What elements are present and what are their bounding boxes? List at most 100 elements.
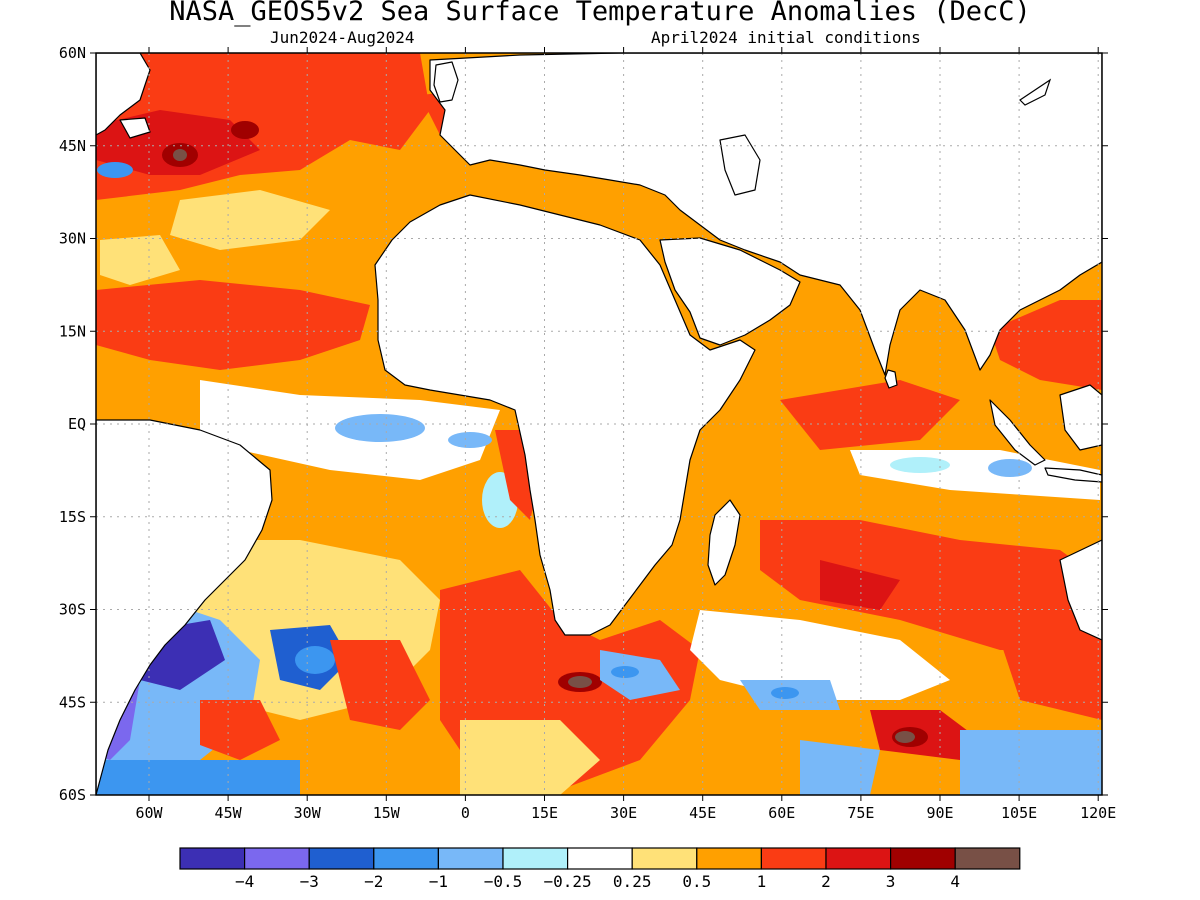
field-s-indian-hot xyxy=(820,560,900,610)
lon-label: 120E xyxy=(1080,804,1116,822)
lon-label: 45E xyxy=(689,804,716,822)
colorbar-tick-label: −1 xyxy=(429,872,448,891)
colorbar-swatch xyxy=(244,847,310,870)
colorbar-tick-label: 3 xyxy=(886,872,896,891)
colorbar-swatch xyxy=(502,847,569,870)
field-s-atlantic-south-cool xyxy=(96,760,300,795)
lon-label: 60E xyxy=(768,804,795,822)
lon-label: 60W xyxy=(135,804,163,822)
field-n-atlantic-pale xyxy=(170,190,330,250)
field-agulhas-extreme xyxy=(568,676,592,688)
anomaly-field xyxy=(96,53,1102,795)
colorbar-swatch xyxy=(889,847,956,870)
lon-label: 30E xyxy=(610,804,637,822)
colorbar-tick-label: 2 xyxy=(821,872,831,891)
colorbar-tick-label: 0.25 xyxy=(613,872,652,891)
colorbar-swatch xyxy=(631,847,698,870)
land-australia xyxy=(1059,539,1102,641)
latitude-labels: 60N 45N 30N 15N EQ 15S 30S 45S 60S xyxy=(59,44,86,804)
lat-label: 30N xyxy=(59,230,86,248)
lat-label: 15N xyxy=(59,322,86,340)
lat-label: 60N xyxy=(59,44,86,62)
field-n-atlantic-core xyxy=(231,121,259,139)
land-south-america xyxy=(96,419,273,795)
lon-label: 15E xyxy=(531,804,558,822)
colorbar-swatch xyxy=(373,847,439,870)
colorbar-swatch xyxy=(696,847,762,870)
field-gulf-guinea-cool xyxy=(448,432,492,448)
colorbar-tick-label: −2 xyxy=(364,872,383,891)
field-sumatra-cool xyxy=(988,459,1032,477)
colorbar-swatch xyxy=(437,847,504,870)
lon-label: 30W xyxy=(294,804,322,822)
land-madagascar xyxy=(707,499,741,586)
longitude-labels: 60W 45W 30W 15W 0 15E 30E 45E 60E 75E 90E 105E 120E xyxy=(135,804,1116,822)
lon-label: 15W xyxy=(373,804,401,822)
field-w-atlantic-pale xyxy=(100,235,180,285)
colorbar-tick-label: 1 xyxy=(757,872,767,891)
land-caspian xyxy=(719,134,761,196)
field-s-ocean-pale xyxy=(460,720,600,795)
land-uk xyxy=(433,61,459,103)
field-s-indian-extreme xyxy=(895,731,915,743)
field-nw-cold-patch xyxy=(97,162,133,178)
colorbar-tick-label: −0.5 xyxy=(484,872,523,891)
field-eq-atlantic-cool xyxy=(335,414,425,442)
lat-label: EQ xyxy=(68,415,86,433)
colorbar xyxy=(179,847,1021,870)
field-bay-bengal-warm xyxy=(990,300,1102,390)
lat-label: 30S xyxy=(59,601,86,619)
colorbar-tick-label: −4 xyxy=(235,872,254,891)
field-s-atlantic-warm-1 xyxy=(330,640,430,730)
field-eq-indian-cool xyxy=(890,457,950,473)
colorbar-swatch xyxy=(825,847,892,870)
land-eurasia xyxy=(429,53,1102,376)
colorbar-swatch xyxy=(566,847,633,870)
field-sw-australia-warm xyxy=(1000,640,1102,720)
lat-label: 45S xyxy=(59,693,86,711)
land-north-america xyxy=(96,53,151,136)
colorbar-labels: −4 −3 −2 −1 −0.5 −0.25 0.25 0.5 1 2 3 4 xyxy=(235,872,960,891)
field-s-ocean-mid-cool xyxy=(800,740,880,795)
colorbar-swatch xyxy=(954,847,1021,870)
land-siberian-island xyxy=(1019,78,1052,106)
colorbar-swatch xyxy=(179,847,246,870)
land-masses xyxy=(96,53,1102,795)
initial-conditions-label: April2024 initial conditions xyxy=(651,28,921,47)
field-c-indian-warm xyxy=(780,380,960,450)
land-arabia xyxy=(659,237,801,346)
lat-label: 15S xyxy=(59,508,86,526)
period-label: Jun2024-Aug2024 xyxy=(270,28,415,47)
lat-label: 45N xyxy=(59,137,86,155)
field-trop-n-atlantic-warm xyxy=(96,280,370,370)
land-java xyxy=(1044,467,1102,483)
colorbar-swatch xyxy=(760,847,827,870)
colorbar-tick-label: −0.25 xyxy=(544,872,592,891)
lon-label: 75E xyxy=(847,804,874,822)
lon-label: 0 xyxy=(461,804,470,822)
field-s-ocean-cool-2 xyxy=(611,666,639,678)
land-sri-lanka xyxy=(884,369,898,389)
field-s-indian-cool-2 xyxy=(771,687,799,699)
field-s-ocean-cool-1 xyxy=(600,650,680,700)
lon-label: 45W xyxy=(215,804,243,822)
colorbar-tick-label: −3 xyxy=(300,872,319,891)
colorbar-swatch xyxy=(308,847,375,870)
chart-title: NASA_GEOS5v2 Sea Surface Temperature Ano… xyxy=(169,0,1031,27)
field-s-indian-neutral xyxy=(690,610,950,700)
axis-ticks xyxy=(90,47,1108,801)
lon-label: 105E xyxy=(1001,804,1037,822)
colorbar-tick-label: 0.5 xyxy=(682,872,711,891)
graticule xyxy=(96,53,1102,795)
land-borneo xyxy=(1059,384,1102,451)
field-s-indian-warm xyxy=(760,520,1102,650)
field-s-atlantic-cold-2 xyxy=(295,646,335,674)
colorbar-tick-label: 4 xyxy=(950,872,960,891)
lat-label: 60S xyxy=(59,786,86,804)
land-africa xyxy=(374,194,756,636)
field-s-atlantic-warm-2 xyxy=(200,700,280,760)
land-newfoundland xyxy=(119,117,151,139)
field-gulf-stream-extreme xyxy=(173,149,187,161)
field-s-ocean-east-cool xyxy=(960,730,1102,795)
